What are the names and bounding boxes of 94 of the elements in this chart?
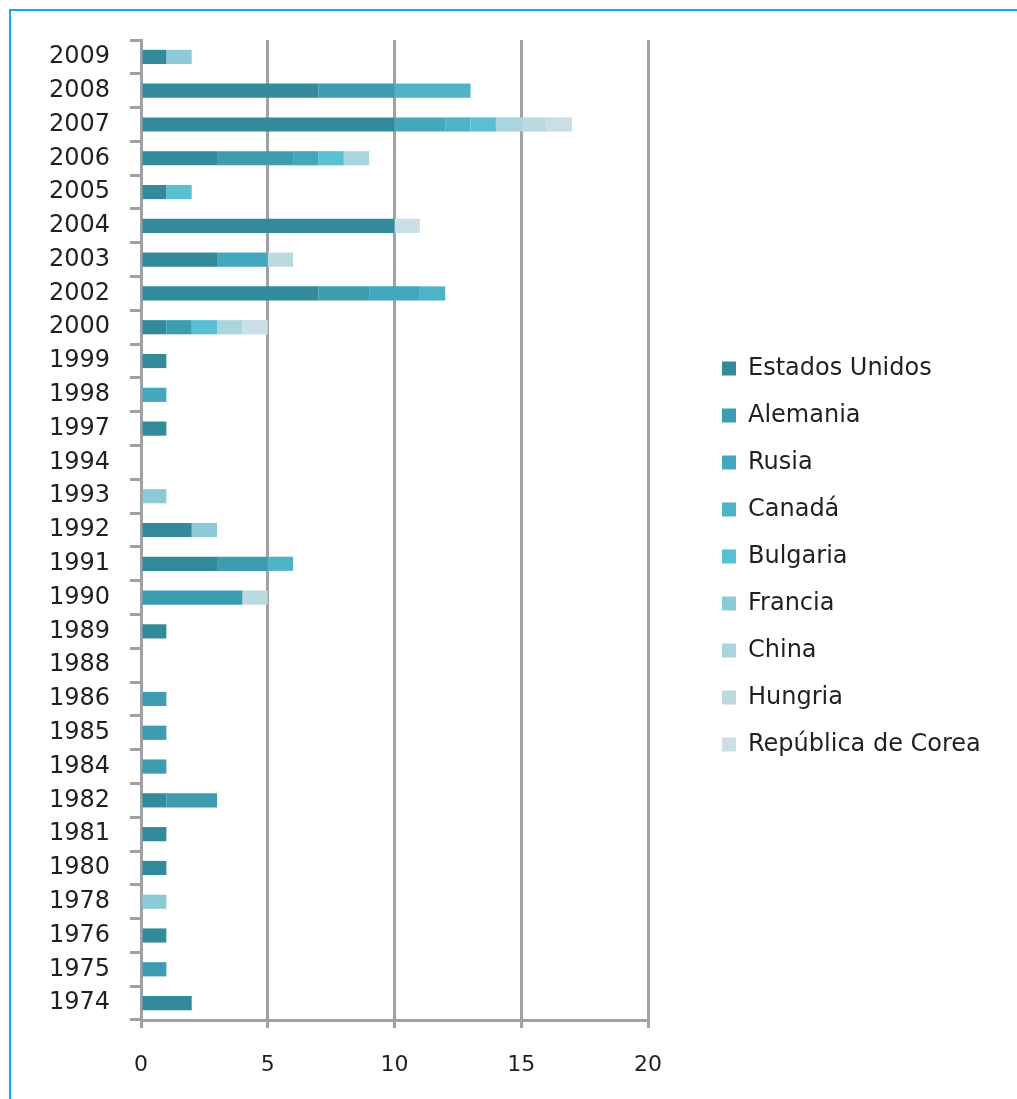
bar	[142, 556, 218, 571]
legend-label: Estados Unidos	[748, 352, 932, 381]
legend-label: Francia	[748, 587, 835, 616]
bar	[142, 624, 167, 639]
bar	[142, 827, 167, 842]
y-tick-label: 2004	[48, 210, 110, 239]
legend-label: Alemania	[748, 399, 861, 428]
y-tick-label: 1989	[48, 615, 110, 644]
bar	[142, 252, 218, 267]
bar	[495, 117, 522, 132]
y-tick-label: 1985	[48, 716, 110, 745]
bar	[217, 556, 268, 571]
y-tick-label: 1988	[48, 649, 110, 678]
x-tick-label: 15	[507, 1050, 536, 1076]
bar	[142, 860, 167, 876]
bar	[217, 252, 268, 267]
bar	[142, 725, 167, 740]
legend-label: República de Corea	[748, 728, 981, 757]
y-tick-label: 2003	[48, 243, 110, 272]
bar	[166, 184, 192, 200]
bar	[166, 793, 218, 808]
bar	[142, 793, 167, 808]
bar	[318, 83, 395, 98]
bar	[394, 83, 471, 98]
bar	[546, 117, 572, 132]
x-tick-label: 10	[380, 1050, 409, 1076]
bar	[217, 320, 243, 335]
bar	[166, 49, 192, 64]
bar	[142, 691, 167, 707]
y-tick-label: 2008	[48, 74, 110, 103]
bar	[343, 151, 370, 166]
bar	[142, 928, 167, 943]
bar	[521, 117, 547, 132]
y-tick-label: 1994	[48, 446, 110, 475]
bar	[166, 320, 192, 335]
bar	[142, 962, 167, 977]
y-tick-label: 1990	[48, 581, 110, 610]
y-tick-label: 1999	[48, 345, 110, 374]
y-tick-label: 1986	[48, 683, 110, 712]
bar	[191, 522, 218, 538]
bar	[142, 184, 167, 200]
bar	[142, 387, 167, 402]
bar	[142, 894, 167, 909]
y-tick-label: 1997	[48, 412, 110, 441]
bar	[267, 252, 294, 267]
y-tick-label: 1974	[48, 987, 110, 1016]
legend-label: Hungria	[748, 681, 843, 710]
y-tick-label: 1978	[48, 885, 110, 914]
bar	[142, 218, 395, 233]
y-tick-label: 1991	[48, 548, 110, 577]
y-tick-label: 1992	[48, 514, 110, 543]
bar	[142, 522, 192, 538]
legend-label: China	[748, 634, 817, 663]
legend-label: Canadá	[748, 493, 840, 522]
bar	[142, 421, 167, 436]
y-tick-label: 2007	[48, 108, 110, 137]
y-tick-label: 2009	[48, 41, 110, 70]
bar	[142, 489, 167, 504]
y-tick-label: 2006	[48, 142, 110, 171]
y-tick-label: 1980	[48, 852, 110, 881]
bar	[318, 286, 370, 301]
y-tick-label: 1993	[48, 480, 110, 509]
bar	[267, 556, 294, 571]
y-tick-label: 1984	[48, 750, 110, 779]
bar	[142, 320, 167, 335]
y-tick-label: 2005	[48, 176, 110, 205]
bar	[142, 996, 192, 1011]
bar	[318, 151, 344, 166]
x-tick-label: 5	[260, 1050, 275, 1076]
bar	[142, 83, 319, 98]
bar	[293, 151, 319, 166]
y-tick-label: 1981	[48, 818, 110, 847]
legend-label: Rusia	[748, 446, 813, 475]
bar	[394, 218, 420, 233]
bar	[142, 590, 243, 605]
y-tick-label: 2002	[48, 277, 110, 306]
y-tick-label: 1998	[48, 379, 110, 408]
bar	[242, 590, 268, 605]
y-tick-label: 2000	[48, 311, 110, 340]
y-tick-label: 1982	[48, 784, 110, 813]
bar	[217, 151, 294, 166]
bar	[142, 353, 167, 369]
bar	[142, 151, 218, 166]
bar	[142, 49, 167, 64]
bar	[142, 286, 319, 301]
legend-label: Bulgaria	[748, 540, 848, 569]
bar	[191, 320, 218, 335]
bar	[242, 320, 268, 335]
x-tick-label: 0	[134, 1050, 148, 1076]
bar	[142, 759, 167, 774]
y-tick-label: 1976	[48, 919, 110, 948]
y-tick-label: 1975	[48, 953, 110, 982]
bar	[142, 117, 395, 132]
x-tick-label: 20	[634, 1050, 662, 1076]
